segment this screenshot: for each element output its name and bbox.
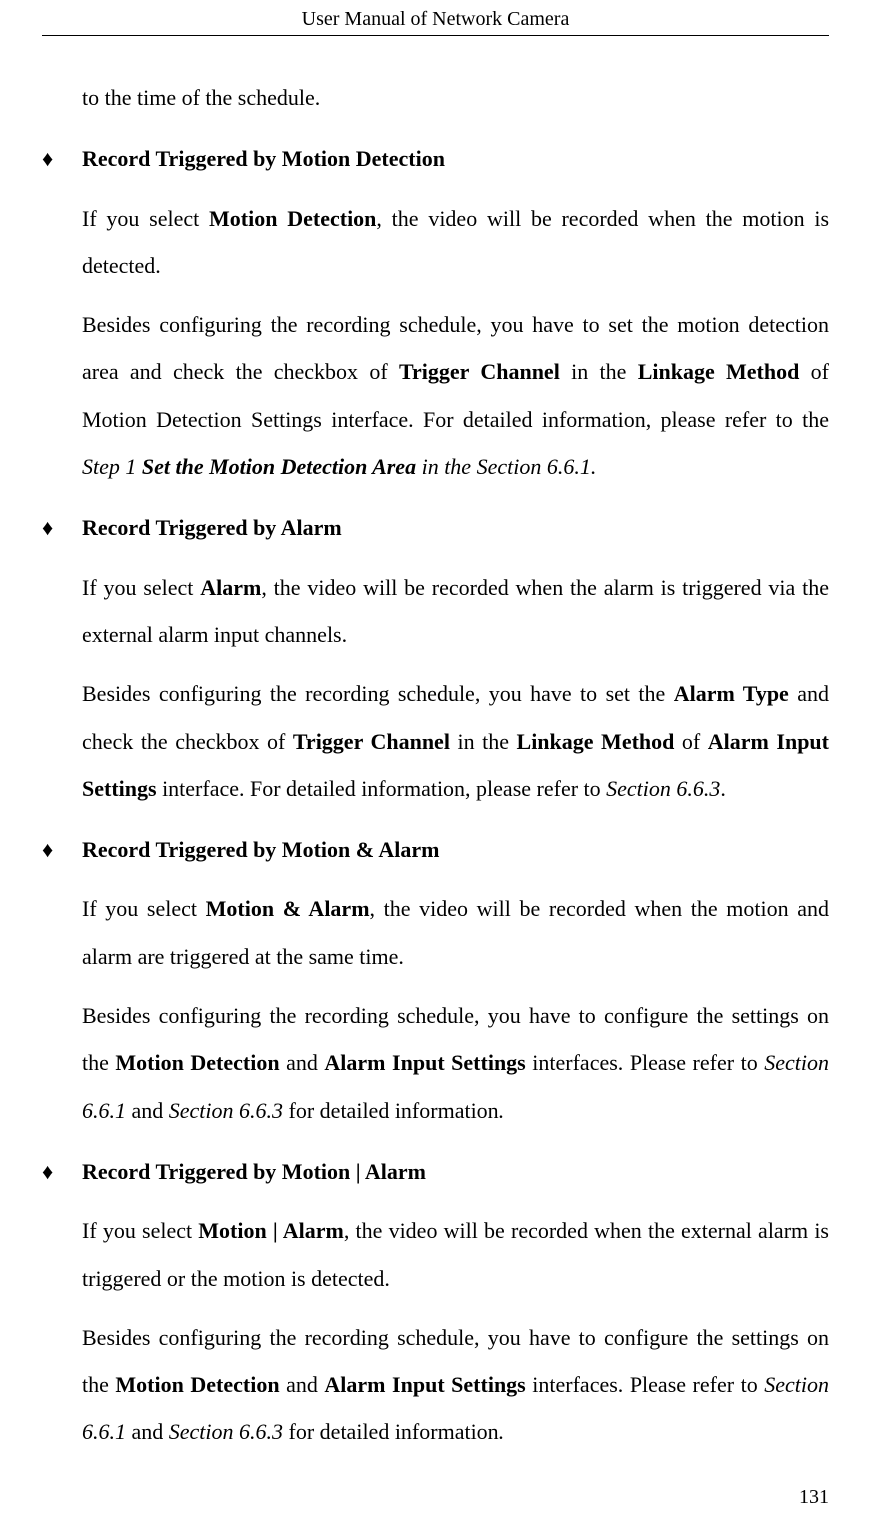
diamond-bullet-icon: ♦ [42, 504, 53, 551]
bullet-paragraph: If you select Alarm, the video will be r… [82, 564, 829, 659]
bullet-paragraph: Besides configuring the recording schedu… [82, 992, 829, 1134]
text-run: Trigger Channel [293, 729, 450, 754]
text-run: and [280, 1372, 325, 1397]
text-run: Alarm Input Settings [324, 1372, 525, 1397]
text-run: If you select [82, 1218, 198, 1243]
bullet-item: ♦Record Triggered by Motion & AlarmIf yo… [82, 826, 829, 1134]
diamond-bullet-icon: ♦ [42, 1148, 53, 1195]
bullet-paragraph: If you select Motion & Alarm, the video … [82, 885, 829, 980]
text-run: Besides configuring the recording schedu… [82, 681, 674, 706]
page-content: to the time of the schedule. ♦Record Tri… [0, 36, 871, 1456]
text-run: interface. For detailed information, ple… [157, 776, 607, 801]
bullet-paragraph: Besides configuring the recording schedu… [82, 301, 829, 490]
bullet-title: Record Triggered by Motion Detection [82, 135, 829, 182]
text-run: Step 1 [82, 454, 142, 479]
bullet-paragraph: If you select Motion | Alarm, the video … [82, 1207, 829, 1302]
text-run: Section 6.6.3 [169, 1419, 283, 1444]
text-run: If you select [82, 575, 200, 600]
text-run: Alarm Type [674, 681, 789, 706]
text-run: . [499, 1419, 505, 1444]
bullet-item: ♦Record Triggered by AlarmIf you select … [82, 504, 829, 812]
text-run: for detailed information [283, 1419, 499, 1444]
text-run: Alarm Input Settings [324, 1050, 525, 1075]
text-run: . [720, 776, 726, 801]
continuation-line: to the time of the schedule. [82, 74, 829, 121]
bullet-paragraph: Besides configuring the recording schedu… [82, 1314, 829, 1456]
text-run: Alarm [200, 575, 261, 600]
text-run: Section 6.6.3 [169, 1098, 283, 1123]
text-run: of [674, 729, 707, 754]
text-run: and [280, 1050, 325, 1075]
text-run: Set the Motion Detection Area [142, 454, 416, 479]
bullet-title: Record Triggered by Motion & Alarm [82, 826, 829, 873]
bullet-item: ♦Record Triggered by Motion | AlarmIf yo… [82, 1148, 829, 1456]
text-run: If you select [82, 206, 209, 231]
bullet-paragraph: If you select Motion Detection, the vide… [82, 195, 829, 290]
diamond-bullet-icon: ♦ [42, 135, 53, 182]
text-run: in the Section 6.6.1. [416, 454, 596, 479]
text-run: and [126, 1098, 169, 1123]
text-run: If you select [82, 896, 206, 921]
bullet-title: Record Triggered by Motion | Alarm [82, 1148, 829, 1195]
text-run: Motion & Alarm [206, 896, 370, 921]
page-header: User Manual of Network Camera [42, 0, 829, 36]
text-run: . [499, 1098, 505, 1123]
diamond-bullet-icon: ♦ [42, 826, 53, 873]
text-run: in the [450, 729, 517, 754]
text-run: interfaces. Please refer to [526, 1372, 765, 1397]
text-run: Trigger Channel [399, 359, 560, 384]
text-run: Section 6.6.3 [606, 776, 720, 801]
bullet-paragraph: Besides configuring the recording schedu… [82, 670, 829, 812]
text-run: Motion Detection [209, 206, 376, 231]
bullet-title: Record Triggered by Alarm [82, 504, 829, 551]
header-title: User Manual of Network Camera [302, 8, 570, 30]
page: User Manual of Network Camera to the tim… [0, 0, 871, 1531]
text-run: Motion Detection [115, 1372, 279, 1397]
text-run: in the [560, 359, 638, 384]
bullet-item: ♦Record Triggered by Motion DetectionIf … [82, 135, 829, 490]
text-run: Motion Detection [115, 1050, 279, 1075]
page-number: 131 [799, 1486, 829, 1509]
text-run: interfaces. Please refer to [526, 1050, 765, 1075]
text-run: Linkage Method [517, 729, 675, 754]
text-run: for detailed information [283, 1098, 499, 1123]
text-run: Motion | Alarm [198, 1218, 344, 1243]
text-run: and [126, 1419, 169, 1444]
text-run: Linkage Method [638, 359, 800, 384]
